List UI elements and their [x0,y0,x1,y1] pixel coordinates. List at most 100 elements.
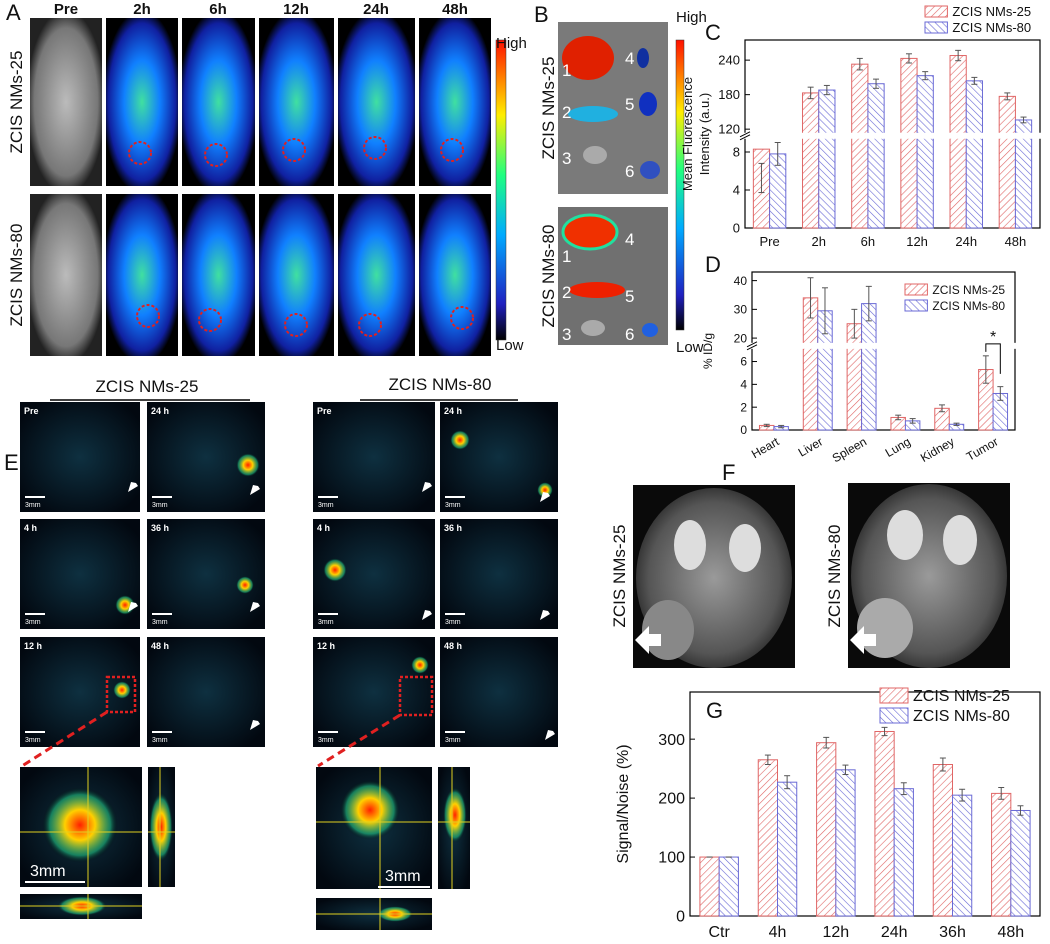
scale-bar-label: 3mm [318,737,334,744]
tile-label: 12 h [24,641,42,651]
bar [998,95,1016,229]
bar [777,781,798,917]
legend-label: ZCIS NMs-25 [932,283,1005,297]
bar [846,323,863,431]
axis-break-mark [739,131,751,138]
panel-label: C [705,20,721,45]
organ-number: 4 [625,49,634,68]
timepoint: 2h [133,1,151,18]
scale-bar-label: 3mm [152,737,168,744]
panel-e-images [20,399,558,930]
x-tick-label: Ctr [709,924,731,941]
y-tick-label: 100 [658,850,685,867]
error-bar [807,86,814,100]
plot-frame [689,691,1041,917]
significance-bracket [985,343,1001,374]
error-bar [905,53,912,64]
panel-label: A [6,0,21,25]
bar [718,856,739,917]
panel-label: D [705,252,721,277]
y-tick-label: 20 [734,331,748,345]
legend-swatch [879,707,909,724]
error-bar [807,277,814,319]
image-label: ZCIS NMs-80 [825,525,844,628]
legend-swatch [924,21,948,34]
bar [1010,809,1031,917]
bar [893,788,914,917]
organ-number: 2 [562,283,571,302]
image-panels [20,18,1010,930]
x-tick-label: Heart [749,434,782,461]
bar [835,769,856,917]
organ-number: 6 [625,162,634,181]
plot-frame [751,271,1016,431]
tile-label: 48 h [444,641,462,651]
scale-bar-label: 3mm [445,619,461,626]
scale-bar-label: 3mm [385,868,421,885]
panel-label: G [706,698,723,723]
bar [952,794,973,917]
panel-a-images [30,18,507,356]
x-tick-label: 2h [812,234,826,249]
tile-label: 4 h [24,523,37,533]
bar [949,55,967,229]
scale-bar-label: 3mm [25,502,41,509]
organ-number: 5 [625,287,634,306]
y-tick-label: 4 [733,183,740,198]
error-bar [774,142,781,166]
legend-label: ZCIS NMs-25 [913,688,1010,705]
legend-label: ZCIS NMs-25 [952,4,1031,19]
scale-bar-label: 3mm [25,619,41,626]
tile-labels: Pre 24 h 4 h 36 h 12 h 48 h Pre 24 h 4 h… [24,406,462,651]
error-bar [881,726,888,737]
y-axis-label: % ID/g [701,333,715,369]
timepoint: 48h [442,1,468,18]
tile-label: 36 h [444,523,462,533]
organ-number: 1 [562,247,571,266]
bar [900,57,918,229]
bar [874,730,895,917]
x-tick-label: Liver [796,434,826,459]
bar [851,63,869,229]
organ-number: 6 [625,325,634,344]
error-bar [998,786,1005,800]
scale-bar-label: 3mm [30,863,66,880]
tile-label: Pre [24,406,39,416]
y-axis-label: Signal/Noise (%) [615,744,632,863]
tile-label: Pre [317,406,332,416]
error-bar [900,782,907,796]
axis-break-mark [746,344,758,351]
legend-label: ZCIS NMs-80 [932,299,1005,313]
y-axis-label: Mean Fluorescence [680,77,695,191]
panel-label: B [534,2,549,27]
panel-f-images [633,483,1010,668]
x-tick-label: 6h [861,234,875,249]
bar [965,80,983,229]
bar [757,759,778,917]
error-bar [939,757,946,772]
legend-label: ZCIS NMs-80 [952,20,1031,35]
tile-label: 36 h [151,523,169,533]
error-bar [758,162,765,194]
x-tick-label: 48h [1005,234,1027,249]
legend-swatch [879,687,909,704]
error-bar [823,84,830,96]
panel-label: F [722,460,735,485]
y-tick-label: 240 [718,53,740,68]
annotation: * [990,329,996,346]
error-bar [997,386,1004,401]
tile-label: 24 h [444,406,462,416]
error-bar [955,49,962,62]
y-tick-label: 120 [718,122,740,137]
x-tick-label: 36h [939,924,966,941]
x-tick-label: 24h [955,234,977,249]
organ-number: 2 [562,103,571,122]
error-bar [939,404,946,413]
x-tick-label: Spleen [830,434,869,465]
error-bar [865,285,872,322]
error-bar [763,423,770,428]
timepoint: 6h [209,1,227,18]
scale-bar-label: 3mm [318,619,334,626]
tile-label: 24 h [151,406,169,416]
